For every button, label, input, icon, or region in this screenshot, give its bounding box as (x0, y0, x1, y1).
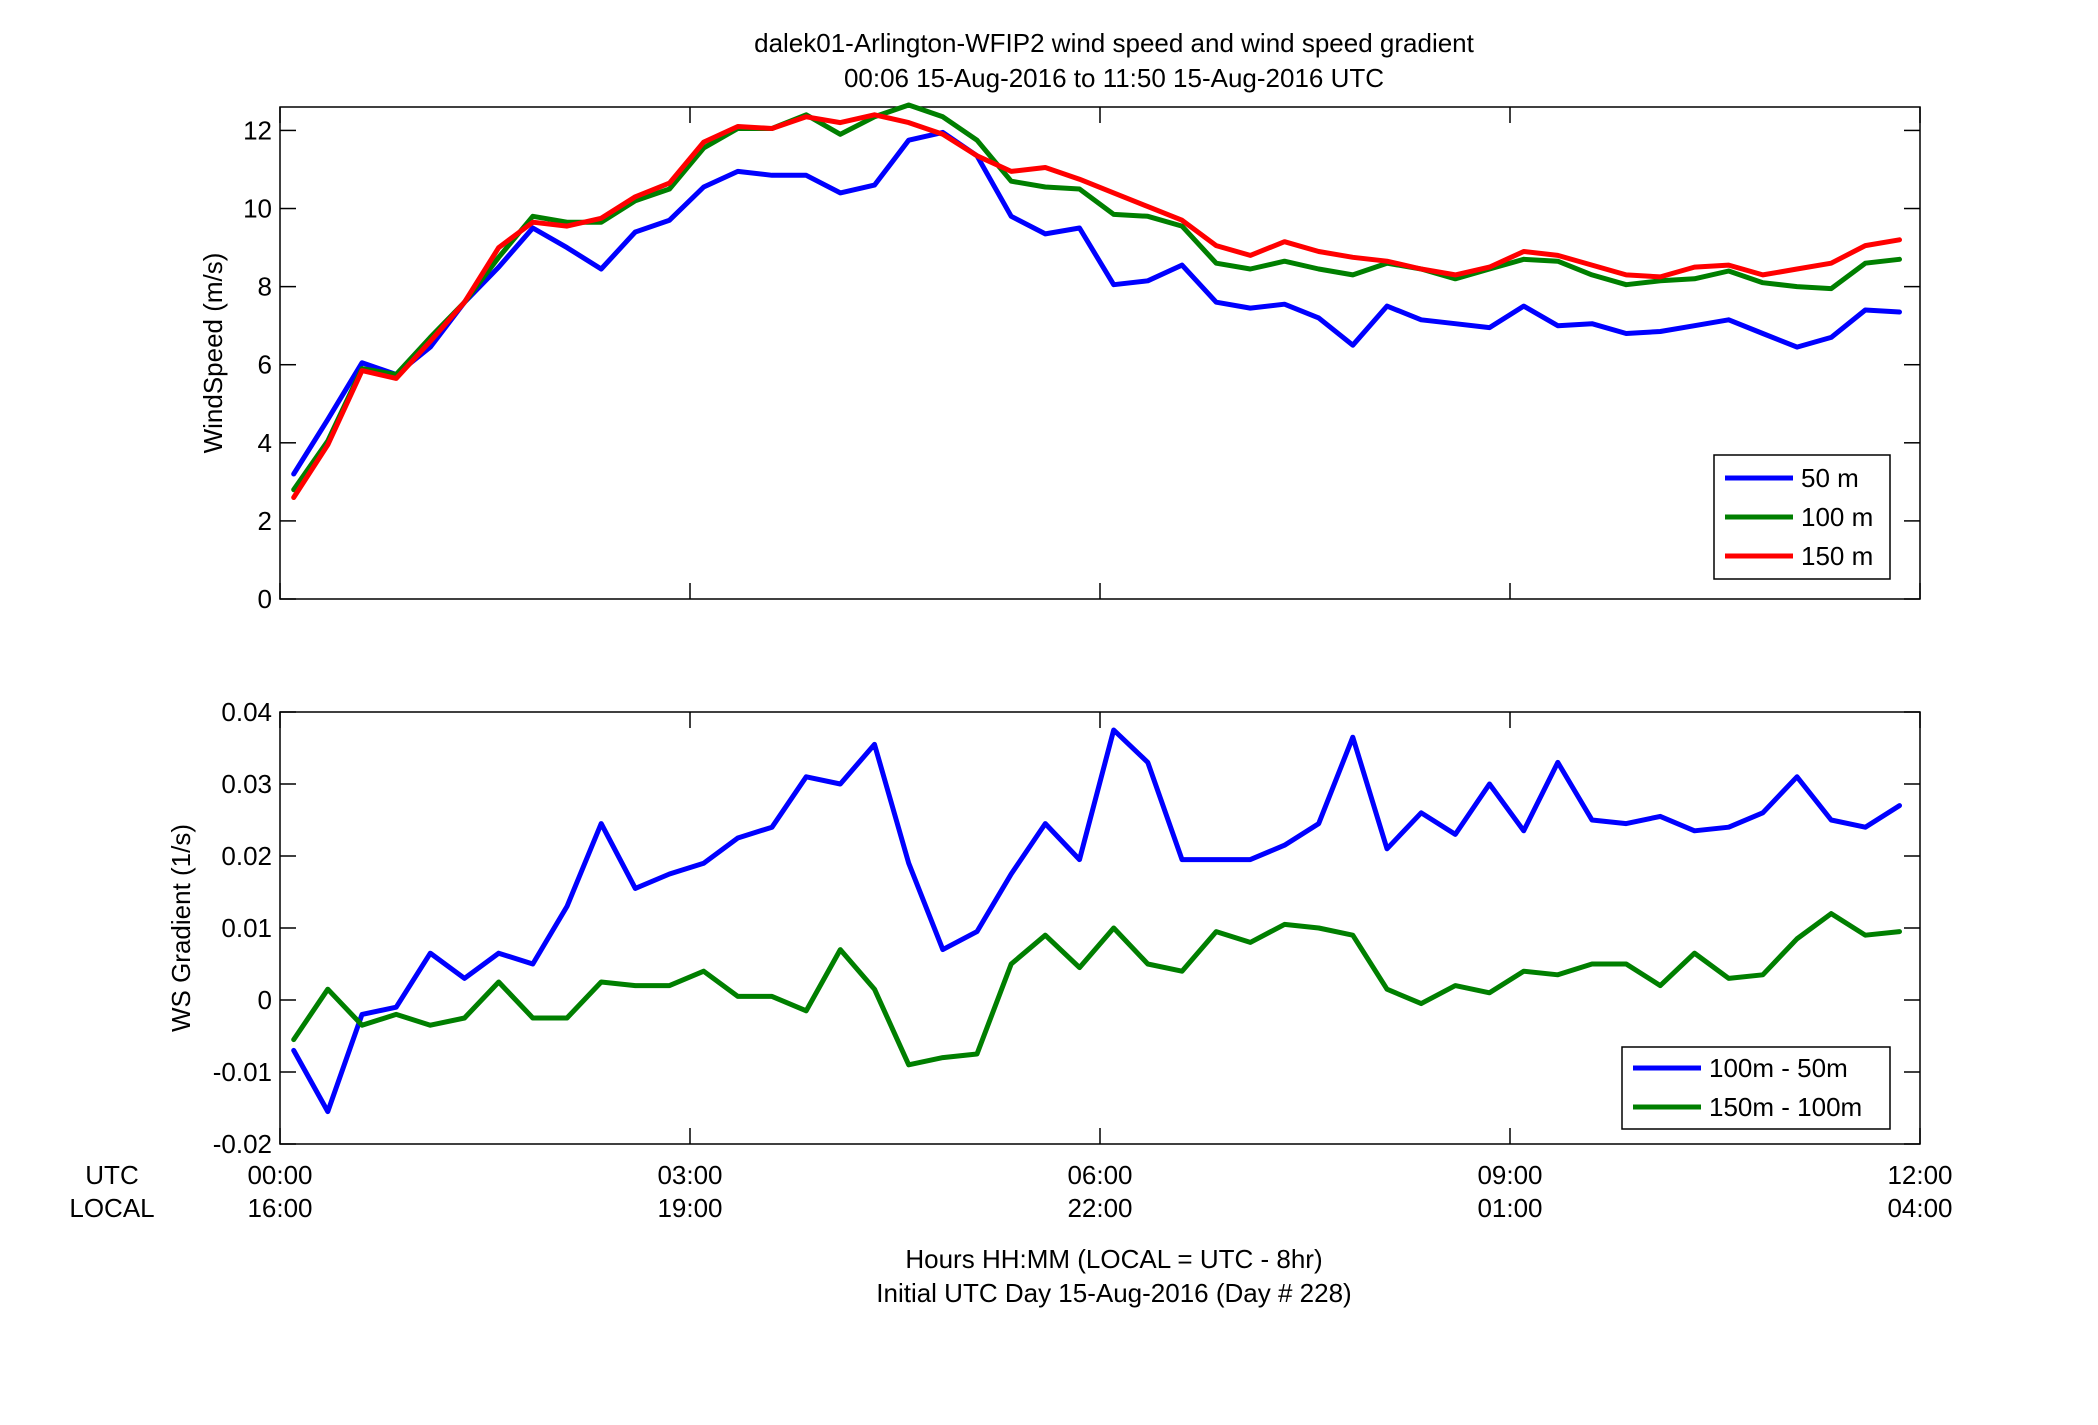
xtick-label-utc: 12:00 (1887, 1160, 1952, 1190)
windspeed-ytick-label: 2 (258, 506, 272, 536)
xtick-label-local: 01:00 (1477, 1193, 1542, 1223)
windspeed-ytick-label: 8 (258, 272, 272, 302)
gradient-ytick-label: 0 (258, 985, 272, 1015)
xtick-label-utc: 09:00 (1477, 1160, 1542, 1190)
chart-title: dalek01-Arlington-WFIP2 wind speed and w… (754, 28, 1475, 58)
gradient-ytick-label: 0.02 (221, 841, 272, 871)
xtick-label-utc: 03:00 (657, 1160, 722, 1190)
gradient-ylabel: WS Gradient (1/s) (166, 824, 196, 1032)
gradient-ytick-label: 0.01 (221, 913, 272, 943)
gradient-ytick-label: 0.04 (221, 697, 272, 727)
gradient-series-group (291, 727, 1902, 1115)
gradient-legend-box (1621, 1046, 1891, 1130)
gradient-xlabel-day: Initial UTC Day 15-Aug-2016 (Day # 228) (876, 1278, 1351, 1308)
windspeed-series-150-m (291, 112, 1902, 500)
gradient-ytick-label: -0.01 (213, 1057, 272, 1087)
xtick-label-local: 16:00 (247, 1193, 312, 1223)
windspeed-ylabel: WindSpeed (m/s) (198, 253, 228, 454)
windspeed-legend: 50 m 100 m 150 m (1713, 454, 1891, 580)
windspeed-panel: 0 2 4 6 8 10 12 WindSpeed (m/s) 50 m 100 m 150 m (198, 102, 1921, 614)
chart-subtitle: 00:06 15-Aug-2016 to 11:50 15-Aug-2016 U… (844, 63, 1384, 93)
xtick-label-local: 04:00 (1887, 1193, 1952, 1223)
windspeed-series-100-m (291, 102, 1902, 493)
xtick-label-utc: 00:00 (247, 1160, 312, 1190)
gradient-series-100m-50m (291, 727, 1902, 1115)
xtick-label-local: 19:00 (657, 1193, 722, 1223)
gradient-ytick-label: -0.02 (213, 1129, 272, 1159)
gradient-series-150m-100m (291, 911, 1902, 1068)
gradient-legend-label: 100m - 50m (1709, 1053, 1848, 1083)
windspeed-ytick-label: 0 (258, 584, 272, 614)
windspeed-ytick-label: 10 (243, 194, 272, 224)
windspeed-ytick-label: 4 (258, 428, 272, 458)
gradient-legend: 100m - 50m 150m - 100m (1621, 1046, 1891, 1130)
gradient-ytick-label: 0.03 (221, 769, 272, 799)
windspeed-ytick-label: 6 (258, 350, 272, 380)
windspeed-ticks: 0 2 4 6 8 10 12 (243, 107, 1921, 614)
gradient-xlabel: Hours HH:MM (LOCAL = UTC - 8hr) (905, 1244, 1322, 1274)
xtick-label-local: 22:00 (1067, 1193, 1132, 1223)
windspeed-series-group (291, 102, 1902, 500)
windspeed-legend-label: 150 m (1801, 541, 1873, 571)
xtick-label-utc: 06:00 (1067, 1160, 1132, 1190)
windspeed-series-50-m (291, 129, 1902, 477)
gradient-legend-label: 150m - 100m (1709, 1092, 1862, 1122)
windspeed-legend-label: 50 m (1801, 463, 1859, 493)
windspeed-ytick-label: 12 (243, 115, 272, 145)
utc-row-label: UTC (85, 1160, 138, 1190)
windspeed-axes-frame (279, 106, 1921, 600)
windspeed-legend-label: 100 m (1801, 502, 1873, 532)
local-row-label: LOCAL (69, 1193, 154, 1223)
